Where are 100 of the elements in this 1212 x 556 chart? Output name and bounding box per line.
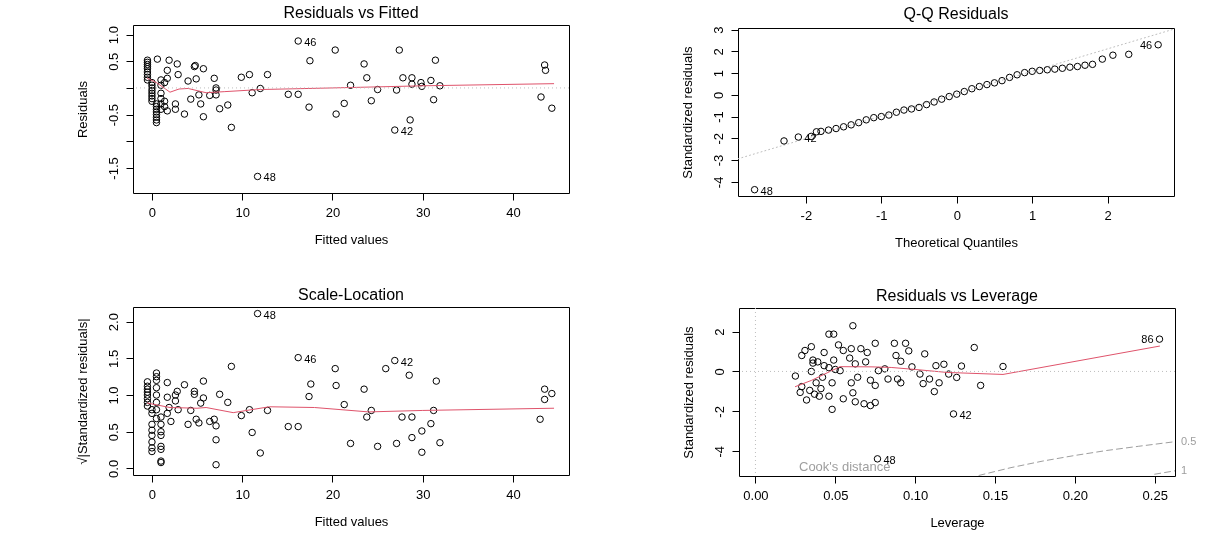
annotation: 42 bbox=[400, 125, 414, 138]
point bbox=[824, 126, 833, 134]
y-tick-label: -1.5 bbox=[105, 157, 121, 180]
point bbox=[1058, 64, 1067, 72]
point bbox=[960, 87, 969, 96]
series-label: 1 bbox=[1181, 463, 1188, 476]
y-tick-label: 2 bbox=[710, 48, 726, 56]
point bbox=[1098, 55, 1107, 63]
y-tick-label: -3 bbox=[710, 154, 726, 167]
series-label: 0.5 bbox=[1181, 434, 1197, 447]
point bbox=[885, 111, 893, 119]
annotation: 42 bbox=[400, 355, 414, 368]
point bbox=[892, 108, 901, 116]
x-tick-label: 0 bbox=[148, 486, 157, 502]
y-tick-label: 0 bbox=[710, 91, 726, 99]
y-axis-title: Residuals bbox=[74, 80, 90, 139]
x-tick-label: 20 bbox=[325, 486, 341, 502]
point bbox=[1125, 50, 1133, 59]
point bbox=[998, 76, 1006, 85]
point bbox=[1088, 60, 1097, 69]
x-tick-label: 20 bbox=[325, 204, 341, 220]
point bbox=[990, 79, 999, 87]
annotation: 46 bbox=[304, 36, 317, 48]
point bbox=[1109, 51, 1117, 59]
y-axis-title: Standardized residuals bbox=[679, 45, 695, 179]
x-axis-title: Fitted values bbox=[314, 513, 389, 529]
x-tick-label: 10 bbox=[235, 204, 250, 220]
y-axis-title: √|Standardized residuals| bbox=[74, 318, 90, 465]
x-axis-title: Fitted values bbox=[314, 231, 389, 247]
y-tick-label: -1 bbox=[710, 111, 726, 123]
point bbox=[975, 82, 984, 91]
x-tick-label: -1 bbox=[876, 207, 888, 223]
point bbox=[750, 185, 759, 194]
point bbox=[1005, 73, 1014, 82]
x-tick-label: 0.25 bbox=[1142, 487, 1168, 503]
y-tick-label: 1.0 bbox=[105, 26, 121, 45]
x-tick-label: 0.15 bbox=[982, 487, 1009, 503]
x-tick-label: 2 bbox=[1104, 207, 1112, 223]
point bbox=[915, 103, 923, 112]
point bbox=[922, 100, 931, 109]
point bbox=[832, 124, 840, 133]
point bbox=[1043, 66, 1052, 74]
point bbox=[1020, 68, 1029, 77]
line-series bbox=[146, 402, 555, 414]
y-tick-label: -4 bbox=[711, 445, 727, 458]
x-tick-label: -2 bbox=[800, 207, 813, 223]
x-tick-label: 1 bbox=[1029, 207, 1037, 223]
x-tick-label: 0.20 bbox=[1062, 487, 1089, 503]
x-tick-label: 40 bbox=[506, 204, 521, 220]
y-tick-label: -0.5 bbox=[105, 103, 121, 127]
point bbox=[1073, 62, 1082, 71]
point bbox=[854, 118, 863, 127]
x-tick-label: 30 bbox=[416, 486, 431, 502]
chart-title: Scale-Location bbox=[298, 286, 404, 303]
annotation: 48 bbox=[263, 308, 276, 321]
x-tick-label: 40 bbox=[506, 486, 521, 502]
x-tick-label: 0.05 bbox=[823, 487, 849, 503]
y-tick-label: 1.5 bbox=[105, 349, 121, 368]
y-tick-label: 0 bbox=[711, 368, 727, 376]
point bbox=[1013, 71, 1021, 79]
annotation: 42 bbox=[804, 132, 817, 145]
y-tick-label: 0.5 bbox=[105, 423, 121, 442]
y-tick-label: -2 bbox=[710, 133, 726, 145]
point bbox=[817, 127, 825, 136]
line-series bbox=[146, 77, 555, 94]
point bbox=[839, 123, 848, 131]
y-tick-label: 1 bbox=[710, 69, 726, 78]
line-series bbox=[978, 441, 1175, 476]
annotation: 42 bbox=[959, 408, 972, 421]
y-axis-title: Standardized residuals bbox=[680, 325, 696, 459]
y-tick-label: 2.0 bbox=[105, 313, 121, 332]
point bbox=[862, 116, 870, 124]
y-tick-label: -4 bbox=[710, 176, 726, 189]
point bbox=[907, 105, 916, 113]
x-axis-title: Leverage bbox=[930, 514, 985, 530]
line-series bbox=[794, 345, 1161, 388]
point bbox=[847, 121, 855, 129]
point bbox=[877, 112, 886, 121]
y-tick-label: 2 bbox=[711, 328, 727, 336]
y-tick-label: 0.5 bbox=[105, 52, 121, 71]
point bbox=[983, 80, 991, 89]
point bbox=[1066, 63, 1074, 71]
point bbox=[794, 133, 803, 141]
annotation: 46 bbox=[1139, 38, 1153, 51]
chart-title: Residuals vs Fitted bbox=[283, 4, 419, 21]
x-axis-title: Theoretical Quantiles bbox=[895, 234, 1019, 250]
point bbox=[1028, 67, 1036, 76]
x-tick-label: 0 bbox=[148, 204, 157, 220]
x-tick-label: 10 bbox=[235, 486, 250, 502]
annotation: 46 bbox=[304, 352, 317, 365]
point bbox=[1154, 41, 1162, 49]
annotation: 48 bbox=[760, 184, 773, 197]
chart-title: Residuals vs Leverage bbox=[876, 286, 1039, 304]
point bbox=[968, 84, 976, 93]
y-tick-label: 1.0 bbox=[105, 386, 121, 405]
annotation: 48 bbox=[263, 171, 276, 184]
point bbox=[780, 137, 788, 145]
point bbox=[900, 106, 908, 114]
point bbox=[1051, 65, 1059, 73]
y-tick-label: 3 bbox=[710, 26, 726, 34]
